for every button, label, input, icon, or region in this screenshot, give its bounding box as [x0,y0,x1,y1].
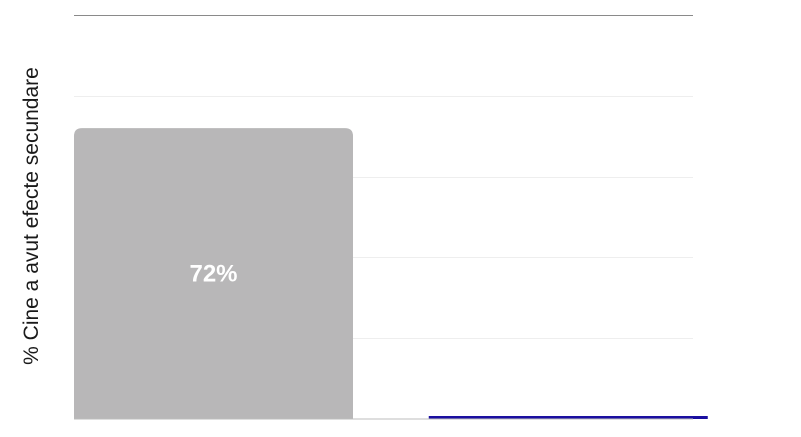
bar-2 [428,416,708,419]
bar-1 [74,128,353,419]
y-axis-title: % Cine a avut efecte secundare [20,67,43,365]
data-labels: 72% [189,261,237,288]
bars [74,128,708,419]
bar-1-value-label: 72% [189,261,237,288]
